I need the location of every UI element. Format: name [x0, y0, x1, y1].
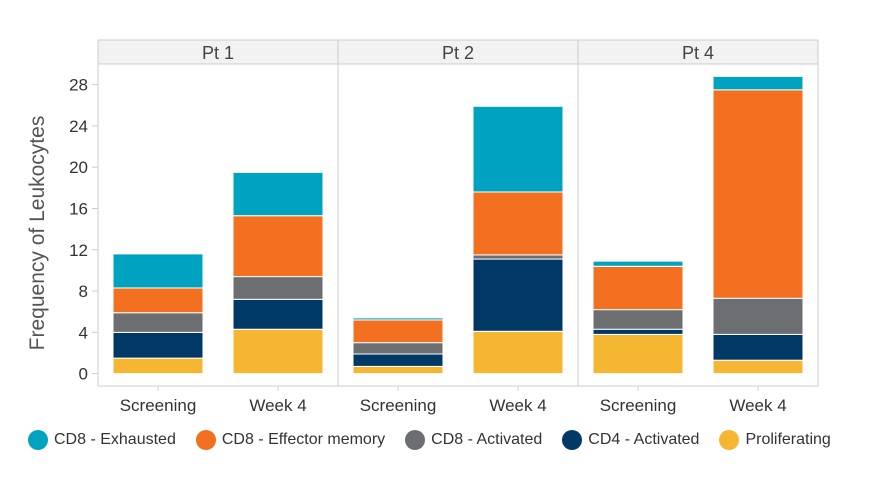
bar-segment	[472, 258, 564, 332]
legend-swatch-proliferating	[719, 430, 740, 450]
x-tick-label: Week 4	[729, 396, 786, 415]
bar-segment	[592, 265, 684, 311]
legend-item-proliferating[interactable]: Proliferating	[719, 430, 831, 450]
y-tick-label: 16	[69, 199, 88, 218]
y-tick-label: 20	[69, 158, 88, 177]
bar-segment	[712, 297, 804, 335]
panel-frame	[577, 63, 819, 387]
y-tick-label: 4	[79, 323, 88, 342]
bar-segment	[112, 287, 204, 314]
chart: Frequency of Leukocytes 0 4 8 12 16 20 24 28 Pt 1…	[26, 39, 819, 415]
panel-label: Pt 2	[442, 43, 474, 63]
bar-segment	[592, 309, 684, 330]
legend-label: CD4 - Activated	[588, 431, 700, 448]
legend-swatch-cd8-exhausted	[28, 430, 48, 450]
bar-segment	[232, 171, 324, 217]
bar-segment	[112, 312, 204, 333]
bar-segment	[352, 317, 444, 321]
bar-segment	[592, 260, 684, 267]
legend-label: CD8 - Exhausted	[54, 431, 176, 448]
x-tick-label: Week 4	[489, 396, 546, 415]
legend-swatch-cd8-activated	[405, 430, 426, 450]
legend-label: CD8 - Activated	[431, 431, 543, 448]
bar-segment	[112, 253, 204, 289]
x-tick-label: Week 4	[249, 396, 306, 415]
y-tick-label: 0	[79, 365, 88, 384]
bar-segment	[352, 342, 444, 355]
x-tick-label: Screening	[360, 396, 437, 415]
bar-segment	[472, 330, 564, 375]
bar-segment	[352, 365, 444, 375]
panel-strip	[337, 39, 579, 65]
bar-segment	[112, 357, 204, 375]
panel-strip	[577, 39, 819, 65]
y-tick-label: 8	[79, 282, 88, 301]
legend-item-cd8-activated[interactable]: CD8 - Activated	[405, 430, 542, 450]
panel-label: Pt 1	[202, 43, 234, 63]
bar-segment	[112, 331, 204, 359]
legend-label: CD8 - Effector memory	[221, 431, 386, 448]
bar-segment	[352, 353, 444, 367]
bar-segment	[712, 75, 804, 91]
y-tick-label: 24	[69, 117, 88, 136]
bar-segment	[232, 298, 324, 330]
bar-segment	[472, 105, 564, 193]
bar-segment	[712, 359, 804, 375]
bar-segment	[232, 276, 324, 300]
bar-segment	[712, 89, 804, 299]
legend-item-cd8-exhausted[interactable]: CD8 - Exhausted	[28, 430, 176, 450]
x-tick-label: Screening	[600, 396, 677, 415]
y-tick-label: 12	[69, 241, 88, 260]
bar-segment	[472, 254, 564, 260]
panel-label: Pt 4	[682, 43, 714, 63]
legend-item-cd4-activated[interactable]: CD4 - Activated	[562, 430, 699, 450]
legend-item-cd8-effector-memory[interactable]: CD8 - Effector memory	[195, 430, 386, 450]
legend-label: Proliferating	[745, 431, 831, 448]
bar-segment	[592, 333, 684, 375]
bar-segment	[352, 319, 444, 344]
x-tick-label: Screening	[120, 396, 197, 415]
bar-segment	[232, 328, 324, 375]
bar-segment	[712, 333, 804, 361]
y-axis-label: Frequency of Leukocytes	[26, 116, 49, 351]
bar-segment	[592, 328, 684, 335]
bar-segment	[232, 215, 324, 278]
y-tick-label: 28	[69, 76, 88, 95]
bar-segment	[472, 191, 564, 256]
legend-swatch-cd4-activated	[562, 430, 583, 450]
legend-swatch-cd8-effector-memory	[195, 430, 216, 450]
panel-strip	[97, 39, 339, 65]
legend: CD8 - Exhausted CD8 - Effector memory CD…	[28, 430, 851, 450]
